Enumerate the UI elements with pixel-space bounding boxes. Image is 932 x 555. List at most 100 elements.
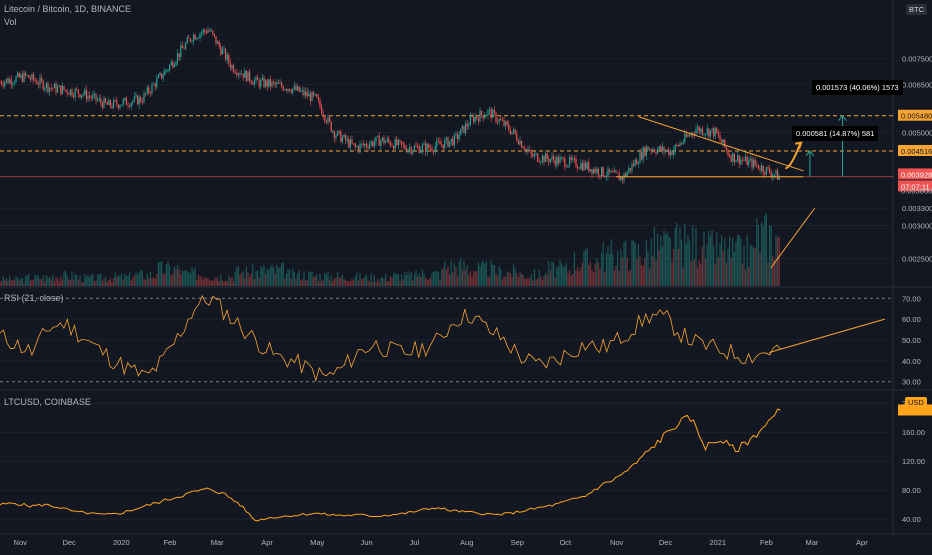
volume-bar (92, 274, 94, 286)
rsi-line (0, 294, 781, 382)
candle-body (621, 176, 623, 181)
candle-body (607, 168, 609, 177)
volume-bar (583, 251, 585, 286)
candle-body (300, 90, 302, 92)
volume-bar (111, 281, 113, 286)
volume-bar (95, 280, 97, 286)
volume-bar (537, 278, 539, 286)
candle-body (273, 81, 275, 83)
candle-body (437, 140, 439, 142)
volume-bar (82, 281, 84, 286)
volume-bar (420, 276, 422, 286)
candle-body (2, 84, 4, 86)
candle-body (505, 121, 507, 126)
volume-bar (551, 261, 553, 286)
candle-body (477, 118, 479, 122)
candle-body (362, 143, 364, 146)
candle-body (370, 141, 372, 145)
volume-bar (239, 274, 241, 286)
volume-bar (389, 276, 391, 286)
volume-bar (705, 258, 707, 286)
candle-body (333, 131, 335, 139)
candle-body (167, 69, 169, 71)
candle-body (37, 84, 39, 85)
volume-bar (127, 275, 129, 286)
volume-bar (594, 263, 596, 286)
volume-bar (205, 278, 207, 286)
volume-bar (713, 245, 715, 286)
volume-bar (193, 270, 195, 286)
candle-body (772, 175, 774, 177)
volume-bar (116, 277, 118, 286)
candle-body (722, 139, 724, 143)
candle-body (756, 164, 758, 166)
candle-body (407, 149, 409, 153)
candle-body (444, 140, 446, 149)
volume-bar (449, 274, 451, 286)
candle-body (162, 75, 164, 79)
candle-body (39, 77, 41, 85)
candle-body (201, 32, 203, 34)
volume-bar (620, 249, 622, 286)
volume-bar (226, 281, 228, 286)
volume-bar (289, 269, 291, 286)
volume-bar (121, 273, 123, 286)
volume-bar (41, 279, 43, 286)
rsi-legend-label[interactable]: RSI (21, close) (4, 293, 64, 303)
volume-bar (735, 241, 737, 286)
candle-body (65, 89, 67, 91)
candle-body (684, 133, 686, 142)
volume-bar (436, 271, 438, 286)
volume-bar (15, 275, 17, 286)
volume-bar (137, 274, 139, 286)
volume-bar (415, 270, 417, 286)
volume-bar (223, 281, 225, 286)
currency-badge[interactable]: BTC (906, 4, 927, 15)
candle-body (543, 155, 545, 162)
candle-body (85, 89, 87, 100)
candle-body (471, 116, 473, 118)
candle-body (21, 74, 23, 82)
volume-bar (586, 248, 588, 286)
candle-body (693, 134, 695, 135)
candle-body (329, 116, 331, 122)
volume-bar (21, 277, 23, 286)
volume-bar (407, 271, 409, 286)
volume-bar (698, 260, 700, 286)
candle-body (34, 79, 36, 82)
candle-body (681, 143, 683, 145)
volume-bar (773, 259, 775, 286)
ltc-legend-label[interactable]: LTCUSD, COINBASE (4, 397, 91, 407)
volume-bar (397, 274, 399, 286)
candle-body (730, 157, 732, 162)
candle-body (551, 156, 553, 160)
volume-bar (231, 276, 233, 286)
candle-body (634, 159, 636, 166)
volume-bar (490, 260, 492, 286)
candle-body (327, 116, 329, 123)
volume-bar (621, 257, 623, 286)
usd-badge[interactable]: USD (905, 397, 927, 408)
candle-body (522, 147, 524, 149)
volume-bar (740, 238, 742, 286)
volume-bar (484, 264, 486, 286)
candle-body (143, 93, 145, 103)
volume-bar (532, 280, 534, 286)
candle-body (644, 147, 646, 156)
volume-bar (409, 274, 411, 286)
candle-body (0, 81, 1, 83)
candle-body (589, 169, 591, 172)
candle-body (263, 77, 265, 87)
volume-bar (444, 261, 446, 286)
volume-bar (634, 242, 636, 286)
volume-bar (55, 277, 57, 286)
volume-bar (209, 280, 211, 286)
volume-bar (727, 248, 729, 286)
candle-body (746, 156, 748, 166)
candle-body (58, 85, 60, 87)
candle-body (397, 140, 399, 146)
volume-bar (5, 278, 7, 286)
symbol-title[interactable]: Litecoin / Bitcoin, 1D, BINANCE (4, 4, 132, 14)
candle-body (717, 133, 719, 136)
